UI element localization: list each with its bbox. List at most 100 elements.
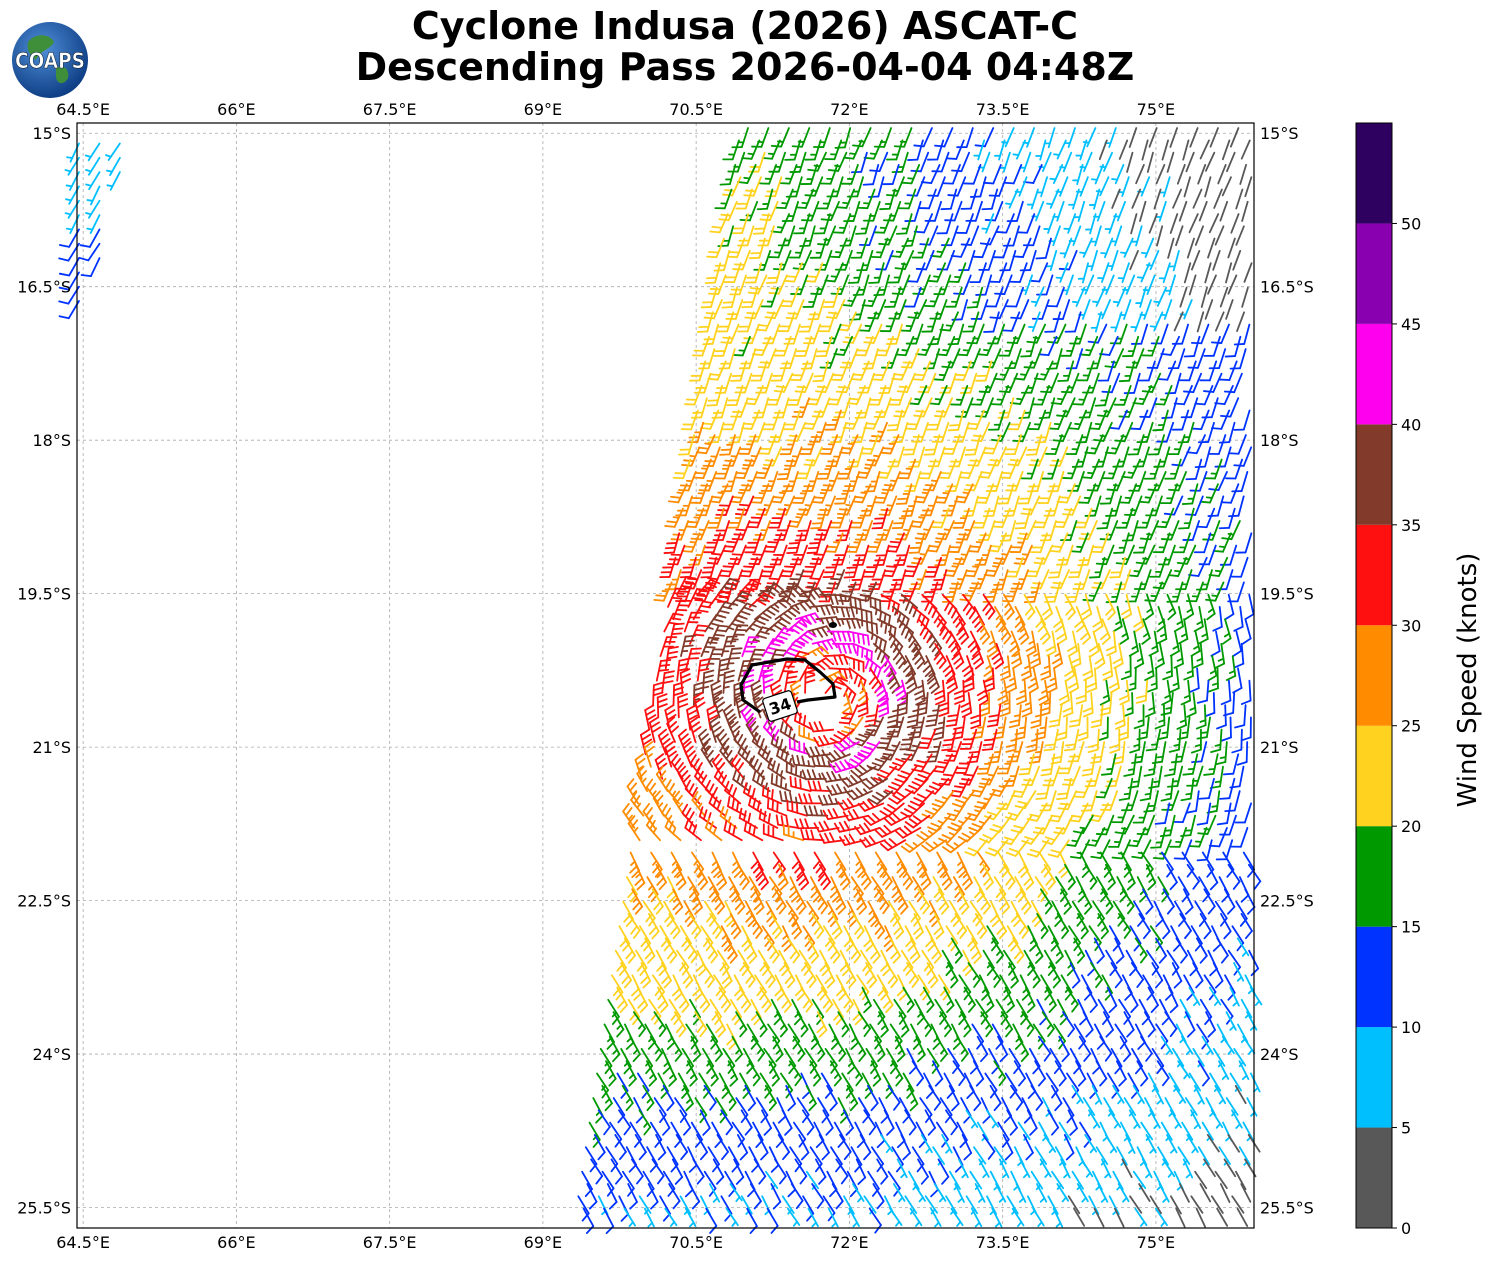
wind-barb [1077, 262, 1089, 284]
wind-barb [1036, 274, 1054, 296]
wind-barb [1140, 237, 1155, 258]
wind-barb [871, 360, 891, 381]
wind-barb [1005, 286, 1024, 308]
wind-barb [1016, 213, 1036, 234]
wind-barb [828, 237, 848, 259]
wind-barb [1186, 237, 1195, 259]
wind-barb [1155, 163, 1166, 185]
wind-barb [721, 286, 738, 309]
lon-label-bottom: 67.5°E [363, 1233, 417, 1252]
wind-barb [1235, 188, 1244, 210]
colorbar-segment [1356, 323, 1392, 425]
wind-barb [1112, 286, 1127, 307]
wind-barb [921, 311, 939, 333]
wind-barb [971, 237, 991, 259]
wind-barb [1210, 323, 1230, 344]
wind-barb [756, 188, 774, 211]
lat-label-right: 16.5°S [1260, 278, 1314, 297]
wind-barb [737, 311, 755, 333]
wind-barb [741, 286, 759, 309]
wind-barb [822, 286, 841, 308]
wind-barb [784, 139, 802, 161]
wind-barb [850, 151, 868, 174]
wind-barb [1141, 335, 1160, 357]
wind-barb [1136, 262, 1151, 283]
colorbar-tick-label: 35 [1401, 516, 1421, 535]
wind-barb [899, 311, 919, 332]
wind-barb [790, 360, 809, 382]
wind-barb [976, 335, 997, 356]
lon-label-top: 70.5°E [669, 100, 723, 119]
wind-barb [948, 262, 967, 283]
wind-barb [793, 213, 811, 235]
wind-barb [867, 176, 885, 198]
wind-barb [1230, 213, 1240, 234]
wind-barb [722, 176, 742, 197]
wind-barb [930, 237, 950, 258]
wind-barb [730, 360, 748, 382]
wind-barb [1117, 262, 1130, 283]
wind-barb [1005, 188, 1019, 209]
wind-barbs [58, 127, 1263, 1235]
wind-barb [1071, 286, 1086, 307]
wind-barb [854, 335, 874, 357]
lon-label-top: 75°E [1137, 100, 1175, 119]
wind-barb [702, 323, 719, 346]
wind-barb [745, 262, 763, 284]
wind-barb [1229, 127, 1240, 148]
wind-barb [1207, 237, 1216, 259]
lat-label-left: 16.5°S [17, 278, 71, 297]
wind-barb [1035, 237, 1052, 260]
wind-barb [947, 176, 967, 197]
wind-barb [1090, 225, 1102, 247]
wind-barb [963, 163, 982, 185]
wind-barb [1192, 188, 1203, 209]
wind-barb [1183, 176, 1191, 198]
colorbar-segment [1356, 625, 1392, 726]
colorbar-segment [1356, 123, 1392, 224]
lat-label-right: 18°S [1260, 431, 1299, 450]
wind-barb [1104, 213, 1117, 234]
wind-barb [1026, 188, 1039, 210]
wind-barb [895, 213, 913, 235]
wind-barb [770, 360, 788, 382]
wind-barb [1085, 213, 1097, 235]
wind-barb [1130, 213, 1138, 235]
wind-barb [947, 323, 965, 346]
wind-barb [830, 360, 850, 381]
wind-barb [982, 163, 1002, 185]
wind-barb [1196, 311, 1205, 333]
wind-barb [799, 225, 816, 248]
lon-label-bottom: 70.5°E [669, 1233, 723, 1252]
wind-barb [726, 237, 746, 259]
wind-barb [1204, 176, 1212, 198]
wind-barb [919, 225, 939, 246]
wind-barb [1243, 262, 1253, 283]
wind-barb [879, 188, 896, 211]
wind-barb [1003, 163, 1023, 185]
wind-barb [875, 335, 894, 357]
wind-barb [689, 360, 707, 382]
wind-barb [744, 299, 764, 320]
wind-barb [1213, 188, 1223, 209]
lat-label-right: 24°S [1260, 1045, 1299, 1064]
wind-barb [857, 188, 876, 210]
wind-barb [923, 286, 943, 308]
longitude-labels-top: 64.5°E 66°E 67.5°E 69°E 70.5°E 72°E 73.5°E 75°E [56, 100, 1175, 119]
wind-barb [732, 335, 751, 357]
wind-barb [1166, 151, 1175, 173]
wind-barb [895, 335, 915, 357]
wind-barb [696, 311, 714, 333]
wind-barb [768, 237, 787, 259]
wind-barb [812, 360, 829, 383]
wind-barb [918, 188, 937, 210]
wind-barb [1028, 262, 1049, 283]
wind-barb [760, 286, 779, 308]
wind-barb [907, 139, 924, 161]
colorbar-tick-label: 15 [1401, 918, 1421, 937]
wind-barb [809, 237, 828, 259]
wind-barb [1135, 163, 1145, 185]
wind-barb [1156, 225, 1164, 247]
wind-barb [1208, 213, 1220, 234]
wind-barb [1191, 249, 1201, 271]
